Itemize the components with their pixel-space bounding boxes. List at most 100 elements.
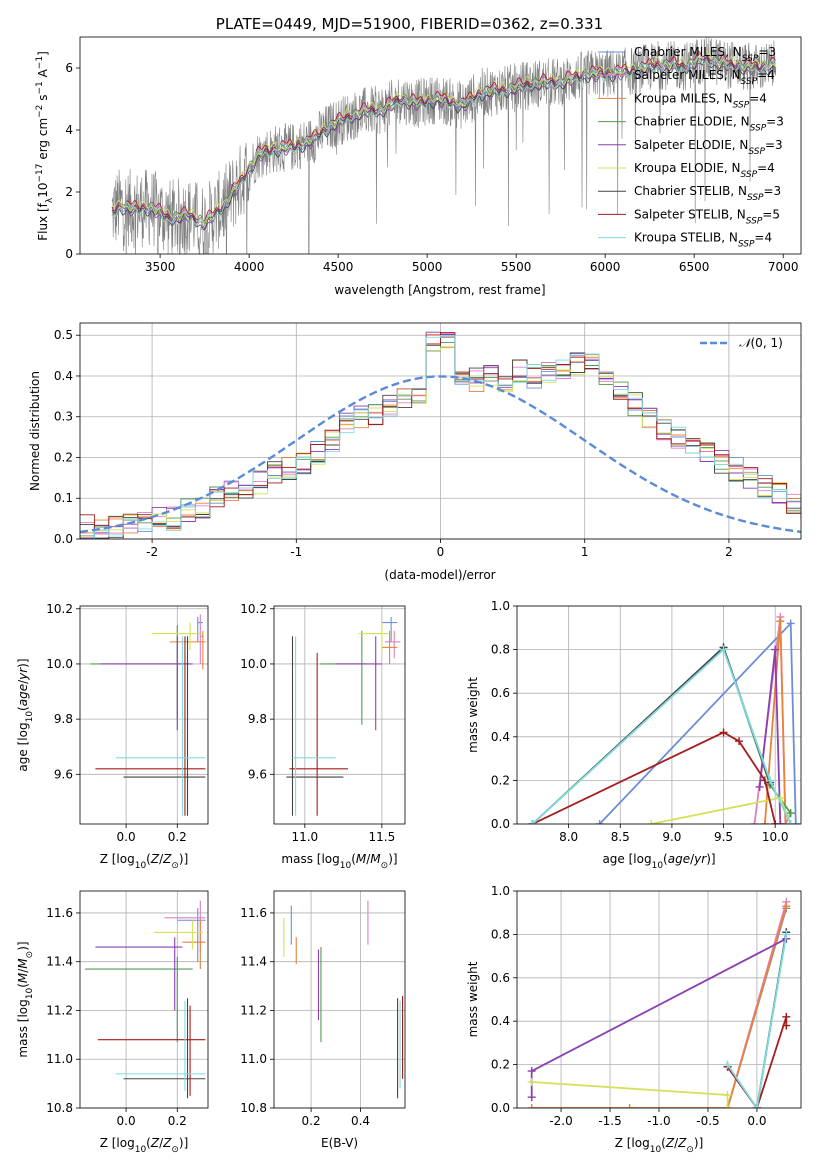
residuals-plot-area (80, 331, 801, 539)
massweight_vs_age-xlabel: age [log10(age/yr)] (602, 852, 715, 871)
mass-weight-marker (527, 1093, 536, 1102)
age_vs_mass-ytick-label: 10.2 (240, 602, 267, 616)
mass-weight-marker (771, 645, 780, 654)
spectrum-xtick-label: 5500 (501, 260, 532, 274)
mass-weight-marker (791, 820, 800, 824)
mass-weight-marker (735, 737, 744, 746)
age_vs_Z-ytick-label: 10.2 (46, 602, 73, 616)
spectrum-ylabel: Flux [fλ10−17 erg cm−2 s−1 A−1] (35, 51, 55, 241)
mass-weight-marker (782, 902, 791, 911)
massweight_vs_Z-plot-area (527, 897, 791, 1108)
residual-histogram-step (80, 335, 801, 539)
massweight_vs_Z-xtick-label: -1.5 (598, 1114, 621, 1128)
massweight_vs_Z-ytick-label: 0.2 (491, 1058, 510, 1072)
mass-weight-marker (786, 820, 795, 824)
mass-weight-marker (750, 820, 759, 824)
mass-weight-marker (781, 820, 790, 824)
legend-label: Kroupa MILES, NSSP=4 (634, 91, 767, 110)
figure-title: PLATE=0449, MJD=51900, FIBERID=0362, z=0… (216, 15, 603, 33)
massweight_vs_age-xtick-label: 8.0 (559, 830, 578, 844)
residuals-ytick-label: 0.4 (54, 369, 73, 383)
spectrum-xlabel: wavelength [Angstrom, rest frame] (334, 283, 545, 297)
massweight_vs_age-ytick-label: 0.2 (491, 773, 510, 787)
spectrum-xtick-label: 7000 (768, 260, 799, 274)
age_vs_mass-ytick-label: 9.8 (248, 712, 267, 726)
massweight_vs_age-ytick-label: 1.0 (491, 599, 510, 613)
massweight_vs_age-ytick-label: 0.4 (491, 730, 510, 744)
mass-weight-marker (782, 1021, 791, 1030)
spectrum-plot-area (111, 37, 777, 254)
mass_vs_Z-xtick-label: 0.0 (117, 1114, 136, 1128)
mass-weight-marker (776, 820, 785, 824)
mass-weight-marker (786, 809, 795, 818)
mass-weight-marker (752, 1104, 761, 1108)
massweight_vs_Z-xlabel: Z [log10(Z/Z⊙)] (615, 1136, 704, 1155)
legend-label: Salpeter MILES, NSSP=4 (634, 68, 775, 87)
mass_vs_ebv-xlabel: E(B-V) (321, 1136, 358, 1150)
mass_vs_Z-ytick-label: 11.0 (46, 1052, 73, 1066)
residuals-ytick-label: 0.1 (54, 491, 73, 505)
mass-weight-marker (782, 930, 791, 939)
mass-weight-marker (647, 820, 656, 824)
mass_vs_Z-ytick-label: 10.8 (46, 1101, 73, 1115)
mass-weight-marker (782, 1012, 791, 1021)
model-spectrum-line (111, 56, 776, 231)
mass-weight-line (722, 647, 792, 814)
massweight_vs_age-ylabel: mass weight (466, 677, 480, 753)
mass-weight-marker (723, 1060, 732, 1069)
massweight_vs_age-plot-area (528, 612, 800, 824)
age_vs_mass-xlabel: mass [log10(M/M⊙)] (281, 852, 397, 871)
model-spectrum-line (111, 50, 776, 227)
mass_vs_ebv-ytick-label: 11.6 (240, 906, 267, 920)
age_vs_mass-axes: 11.0 11.5 9.6 9.8 10.0 10.2 (240, 602, 405, 844)
spectrum-xtick-label: 3500 (145, 260, 176, 274)
spectrum-axes: 3500 4000 4500 5000 5500 6000 6500 7000 0 2 4 6 (65, 61, 798, 274)
residual-histogram-step (80, 341, 801, 539)
model-spectrum-line (111, 55, 776, 230)
residuals-ytick-label: 0.0 (54, 532, 73, 546)
massweight_vs_Z-ytick-label: 1.0 (491, 884, 510, 898)
residuals-ytick-label: 0.2 (54, 450, 73, 464)
massweight_vs_Z-ytick-label: 0.6 (491, 971, 510, 985)
mass-weight-marker (771, 820, 780, 824)
mass-weight-line (531, 645, 771, 824)
residuals-xtick-label: 2 (725, 545, 733, 559)
spectrum-frame (79, 36, 802, 255)
spectrum-xtick-label: 6500 (679, 260, 710, 274)
spectrum-ytick-label: 2 (65, 185, 73, 199)
mass_vs_ebv-ytick-label: 11.0 (240, 1052, 267, 1066)
age_vs_Z-frame (79, 605, 209, 825)
mass_vs_Z-frame (79, 890, 209, 1109)
mass_vs_ebv-ytick-label: 10.8 (240, 1101, 267, 1115)
mass-weight-marker (723, 1104, 732, 1108)
mass-weight-marker (625, 1104, 634, 1108)
residuals-ytick-label: 0.3 (54, 410, 73, 424)
age_vs_Z-xtick-label: 0.2 (168, 830, 187, 844)
spectrum-xtick-label: 5000 (412, 260, 443, 274)
spectrum-xtick-label: 6000 (590, 260, 621, 274)
legend-label: 𝒩(0, 1) (739, 336, 783, 350)
massweight_vs_Z-ytick-label: 0.0 (491, 1101, 510, 1115)
legend-label: Kroupa STELIB, NSSP=4 (634, 231, 772, 250)
massweight_vs_Z-xtick-label: -1.0 (647, 1114, 670, 1128)
residuals-frame (79, 322, 802, 540)
age_vs_Z-ytick-label: 9.6 (54, 767, 73, 781)
age_vs_Z-ytick-label: 10.0 (46, 657, 73, 671)
mass-weight-marker (527, 1104, 536, 1108)
spectrum-xtick-label: 4500 (323, 260, 354, 274)
mass-weight-marker (595, 820, 604, 824)
legend-label: Kroupa ELODIE, NSSP=4 (634, 161, 775, 180)
massweight_vs_age-xtick-label: 9.5 (714, 830, 733, 844)
residuals-xtick-label: 1 (581, 545, 589, 559)
legend-label: Salpeter STELIB, NSSP=5 (634, 207, 780, 226)
mass-weight-marker (776, 617, 785, 626)
massweight_vs_age-ytick-label: 0.8 (491, 643, 510, 657)
age_vs_Z-axes: 0.0 0.2 9.6 9.8 10.0 10.2 (46, 602, 208, 844)
mass_vs_Z-ytick-label: 11.4 (46, 955, 73, 969)
age_vs_mass-ytick-label: 9.6 (248, 767, 267, 781)
mass_vs_Z-xlabel: Z [log10(Z/Z⊙)] (100, 1136, 189, 1155)
mass-weight-marker (760, 820, 769, 824)
legend-label: Chabrier STELIB, NSSP=3 (634, 184, 781, 203)
spectrum-xtick-label: 4000 (234, 260, 265, 274)
